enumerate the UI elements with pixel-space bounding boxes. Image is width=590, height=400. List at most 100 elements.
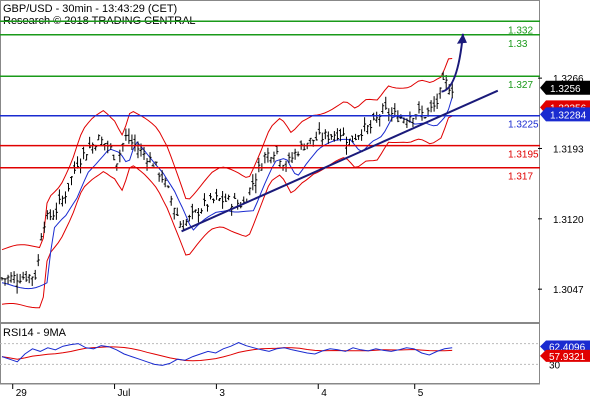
candle (21, 271, 25, 280)
candle (417, 101, 421, 114)
candle (369, 120, 373, 134)
candle (199, 208, 203, 214)
candle (444, 74, 448, 90)
candle (166, 185, 170, 189)
candle (435, 93, 439, 109)
trendlines (181, 33, 499, 233)
time-tick: 4 (321, 388, 327, 399)
candle (6, 274, 10, 285)
forecast-arrow (441, 33, 464, 93)
candle (411, 117, 415, 128)
current-price-tag: 1.3256 (540, 80, 590, 95)
candle (12, 271, 16, 284)
candle (275, 145, 279, 155)
price-tick: 1.3120 (553, 215, 584, 226)
candle (212, 198, 216, 204)
candle (163, 177, 167, 188)
candle (15, 273, 19, 294)
candle (187, 214, 191, 222)
candle (290, 152, 294, 163)
candle (112, 154, 116, 161)
candle (45, 210, 49, 220)
candle (329, 134, 333, 140)
rsi-value-tag: 62.4096 (540, 340, 590, 354)
candle (3, 278, 7, 286)
candle (48, 209, 52, 221)
candle (18, 273, 22, 284)
candle (375, 111, 379, 123)
candle (332, 131, 336, 142)
candle (157, 172, 161, 182)
candle (224, 193, 228, 202)
candle (266, 147, 270, 163)
candle (317, 122, 321, 135)
candle (287, 152, 291, 163)
candle (363, 117, 367, 132)
candle (338, 128, 342, 142)
candle (54, 202, 58, 220)
candle (30, 276, 34, 286)
rsi-ma-line (1, 346, 453, 362)
candle (351, 135, 355, 143)
overlay-line (1, 115, 453, 309)
candle (257, 157, 261, 173)
candle (205, 204, 209, 212)
time-tick: 5 (418, 388, 424, 399)
level-label: 1.33 (508, 39, 528, 50)
candle (248, 187, 252, 196)
candle (33, 269, 37, 280)
level-label: 1.3225 (508, 120, 539, 131)
candle (66, 182, 70, 192)
candle (103, 143, 107, 151)
candle (360, 129, 364, 141)
candle (175, 207, 179, 216)
svg-text:62.4096: 62.4096 (549, 343, 586, 354)
candle (193, 209, 197, 213)
candle (393, 103, 397, 116)
candle (366, 125, 370, 135)
candle (9, 272, 13, 283)
candle (402, 117, 406, 124)
candle (36, 254, 40, 267)
candle (100, 136, 104, 146)
candle (372, 112, 376, 121)
candle (178, 221, 182, 228)
rsi-line (1, 342, 453, 366)
candle (387, 108, 391, 122)
price-tag: 1.32284 (540, 107, 590, 122)
candle (196, 208, 200, 223)
candle (70, 176, 74, 186)
candle (151, 163, 155, 167)
candle (438, 87, 442, 99)
candle (130, 134, 134, 150)
arrow-head (456, 33, 467, 44)
candle (63, 191, 67, 204)
level-label: 1.327 (508, 80, 533, 91)
svg-text:1.32284: 1.32284 (550, 110, 587, 121)
candle (227, 194, 231, 201)
candle (51, 210, 55, 220)
time-tick: 3 (219, 388, 225, 399)
candle (121, 142, 125, 152)
chart-title: GBP/USD - 30min - 13:43:29 (CET) (3, 3, 177, 15)
candle (429, 100, 433, 113)
candle (341, 127, 345, 136)
support-resistance-levels: 1.332 1.33 1.327 1.3225 1.3195 1.317 (0, 20, 540, 183)
candle (450, 81, 454, 99)
candle (254, 173, 258, 194)
candle (76, 156, 80, 169)
candle (39, 233, 43, 241)
candle (263, 152, 267, 164)
time-axis: 29 Jul 3 4 5 (12, 384, 424, 399)
candle (278, 160, 282, 169)
candle (221, 191, 225, 209)
candle (272, 151, 276, 163)
candle (293, 148, 297, 160)
candle (308, 137, 312, 145)
candle (42, 221, 46, 233)
svg-text:57.9321: 57.9321 (549, 352, 586, 363)
candle (82, 146, 86, 160)
price-panel-frame (0, 0, 540, 323)
